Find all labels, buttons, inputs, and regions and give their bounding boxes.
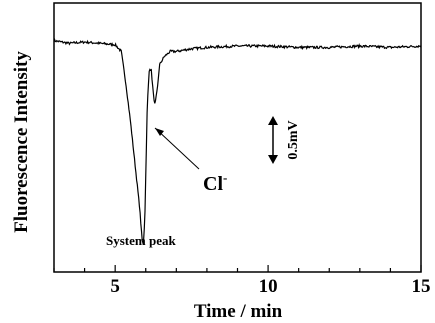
system-peak-annotation: System peak: [106, 233, 176, 248]
cl-charge: -: [223, 170, 227, 185]
scale-bar-arrow-down: [268, 155, 278, 164]
x-axis-tick-labels: 5 10 15: [110, 276, 430, 297]
plot-frame: [53, 2, 422, 273]
x-tick-label: 10: [259, 276, 278, 297]
chromatogram-trace: [53, 38, 422, 246]
cl-arrowhead: [155, 128, 164, 136]
x-axis-title: Time / min: [194, 301, 283, 322]
cl-annotation-arrow: [154, 127, 200, 170]
cl-annotation: Cl-: [203, 170, 227, 195]
x-tick-label: 5: [110, 276, 120, 297]
scale-bar-label: 0.5mV: [286, 120, 301, 159]
x-axis-ticks: [53, 265, 422, 272]
x-tick-label: 15: [412, 276, 431, 297]
y-axis-title: Fluorescence Intensity: [11, 51, 32, 233]
scale-bar-arrow-up: [268, 116, 278, 125]
